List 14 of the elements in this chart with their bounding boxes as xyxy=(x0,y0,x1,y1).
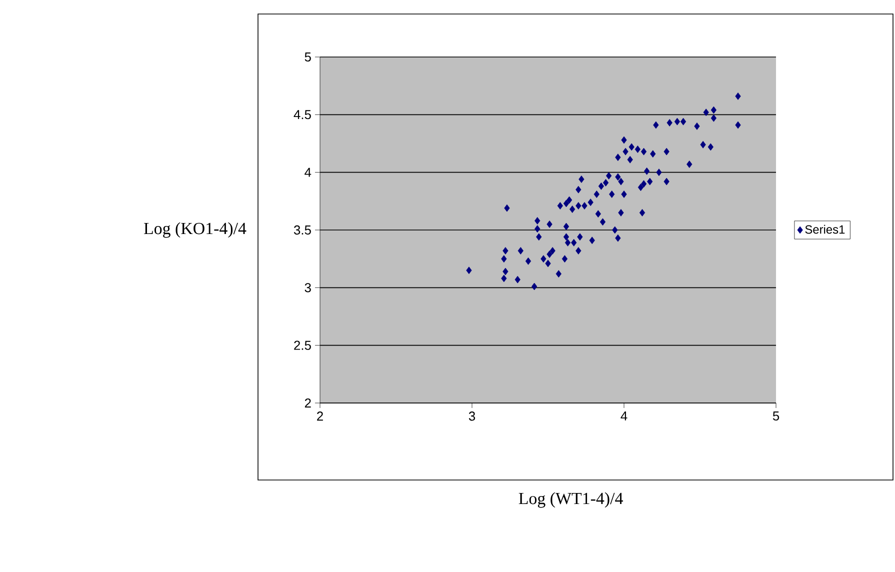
x-axis-title: Log (WT1-4)/4 xyxy=(518,492,623,508)
legend-label: Series1 xyxy=(805,224,845,234)
y-tick-label: 4.5 xyxy=(294,110,311,120)
x-tick-label: 3 xyxy=(468,412,476,421)
y-tick-label: 3 xyxy=(304,283,311,292)
y-tick-label: 5 xyxy=(304,52,311,62)
y-tick-label: 4 xyxy=(304,168,312,177)
y-axis-title: Log (KO1-4)/4 xyxy=(144,222,246,238)
x-tick-label: 2 xyxy=(317,412,323,421)
y-tick-label: 2.5 xyxy=(294,340,311,350)
x-tick-label: 4 xyxy=(620,412,628,420)
y-tick-label: 3.5 xyxy=(294,225,311,235)
x-tick-label: 5 xyxy=(772,412,780,421)
y-tick-label: 2 xyxy=(304,398,311,408)
